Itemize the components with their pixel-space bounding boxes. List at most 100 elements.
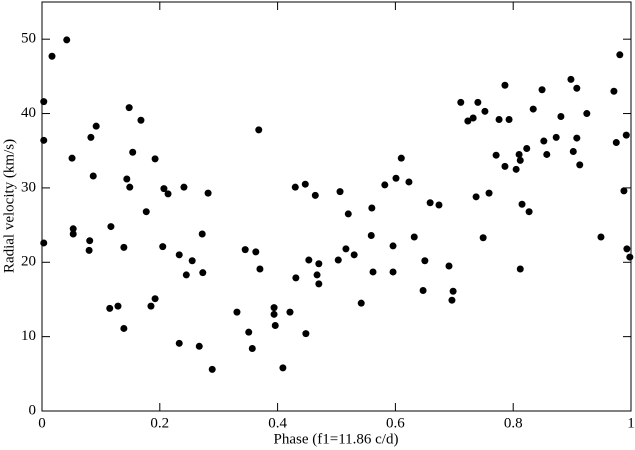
data-point xyxy=(279,364,287,372)
data-point xyxy=(89,172,97,180)
y-tick-label: 20 xyxy=(21,254,36,270)
data-point xyxy=(529,105,537,113)
data-point xyxy=(523,144,531,152)
data-point xyxy=(180,183,188,191)
data-point xyxy=(392,174,400,182)
x-tick-label: 0 xyxy=(38,415,46,431)
x-tick-label: 1 xyxy=(627,415,635,431)
data-point xyxy=(147,302,155,310)
data-point xyxy=(405,178,413,186)
data-point xyxy=(311,191,319,199)
x-tick-label: 0.6 xyxy=(386,415,405,431)
data-point xyxy=(233,308,241,316)
data-point xyxy=(512,165,520,173)
data-point xyxy=(597,233,605,241)
data-point xyxy=(291,183,299,191)
data-point xyxy=(573,134,581,142)
data-point xyxy=(270,304,278,312)
data-point xyxy=(525,208,533,216)
data-point xyxy=(448,296,456,304)
data-point xyxy=(241,246,249,254)
data-point xyxy=(469,114,477,122)
data-point xyxy=(538,86,546,94)
data-point xyxy=(449,287,457,295)
data-point xyxy=(123,175,131,183)
data-point xyxy=(457,98,465,106)
data-point xyxy=(63,36,71,44)
data-point xyxy=(87,133,95,141)
data-point xyxy=(151,155,159,163)
data-point xyxy=(616,51,624,59)
data-point xyxy=(245,328,253,336)
data-point xyxy=(342,245,350,253)
data-point xyxy=(515,150,523,158)
data-point xyxy=(369,268,377,276)
data-point xyxy=(40,136,48,144)
data-point xyxy=(472,193,480,201)
x-tick-label: 0.8 xyxy=(504,415,523,431)
data-point xyxy=(137,116,145,124)
y-tick-label: 50 xyxy=(21,31,36,47)
data-point xyxy=(48,52,56,60)
data-point xyxy=(481,107,489,115)
y-tick-label: 0 xyxy=(29,402,37,418)
data-point xyxy=(195,342,203,350)
data-point xyxy=(518,200,526,208)
data-point xyxy=(543,150,551,158)
data-point xyxy=(292,274,300,282)
data-point xyxy=(286,308,294,316)
data-point xyxy=(612,139,620,147)
data-point xyxy=(164,190,172,198)
data-point xyxy=(620,187,628,195)
data-point xyxy=(495,115,503,123)
data-point xyxy=(557,113,565,121)
data-point xyxy=(175,251,183,259)
data-point xyxy=(142,208,150,216)
data-point xyxy=(610,87,618,95)
data-point xyxy=(569,147,577,155)
data-point xyxy=(336,188,344,196)
data-point xyxy=(114,302,122,310)
data-point xyxy=(120,324,128,332)
data-point xyxy=(69,230,77,238)
data-point xyxy=(501,81,509,89)
data-point xyxy=(567,75,575,83)
data-point xyxy=(435,201,443,209)
data-point xyxy=(344,210,352,218)
data-point xyxy=(516,265,524,273)
data-point xyxy=(576,161,584,169)
data-point xyxy=(106,304,114,312)
data-point xyxy=(501,162,509,170)
data-point xyxy=(129,148,137,156)
data-point xyxy=(479,234,487,242)
data-point xyxy=(426,199,434,207)
data-point xyxy=(92,122,100,130)
data-point xyxy=(397,154,405,162)
data-point xyxy=(255,126,263,134)
data-point xyxy=(626,253,634,261)
data-point xyxy=(270,310,278,318)
plot-frame xyxy=(41,1,632,412)
data-point xyxy=(271,321,279,329)
data-point xyxy=(464,117,472,125)
data-point xyxy=(540,137,548,145)
data-point xyxy=(381,181,389,189)
data-point xyxy=(315,260,323,268)
data-point xyxy=(301,180,309,188)
data-point xyxy=(492,151,500,159)
data-point xyxy=(86,237,94,245)
data-point xyxy=(552,133,560,141)
data-point xyxy=(622,131,630,139)
data-point xyxy=(583,110,591,118)
data-point xyxy=(198,230,206,238)
x-tick-label: 0.2 xyxy=(150,415,169,431)
data-point xyxy=(367,232,375,240)
data-point xyxy=(199,269,207,277)
data-point xyxy=(256,265,264,273)
data-point xyxy=(315,280,323,288)
data-point xyxy=(623,245,631,253)
data-point xyxy=(68,154,76,162)
data-point xyxy=(334,256,342,264)
